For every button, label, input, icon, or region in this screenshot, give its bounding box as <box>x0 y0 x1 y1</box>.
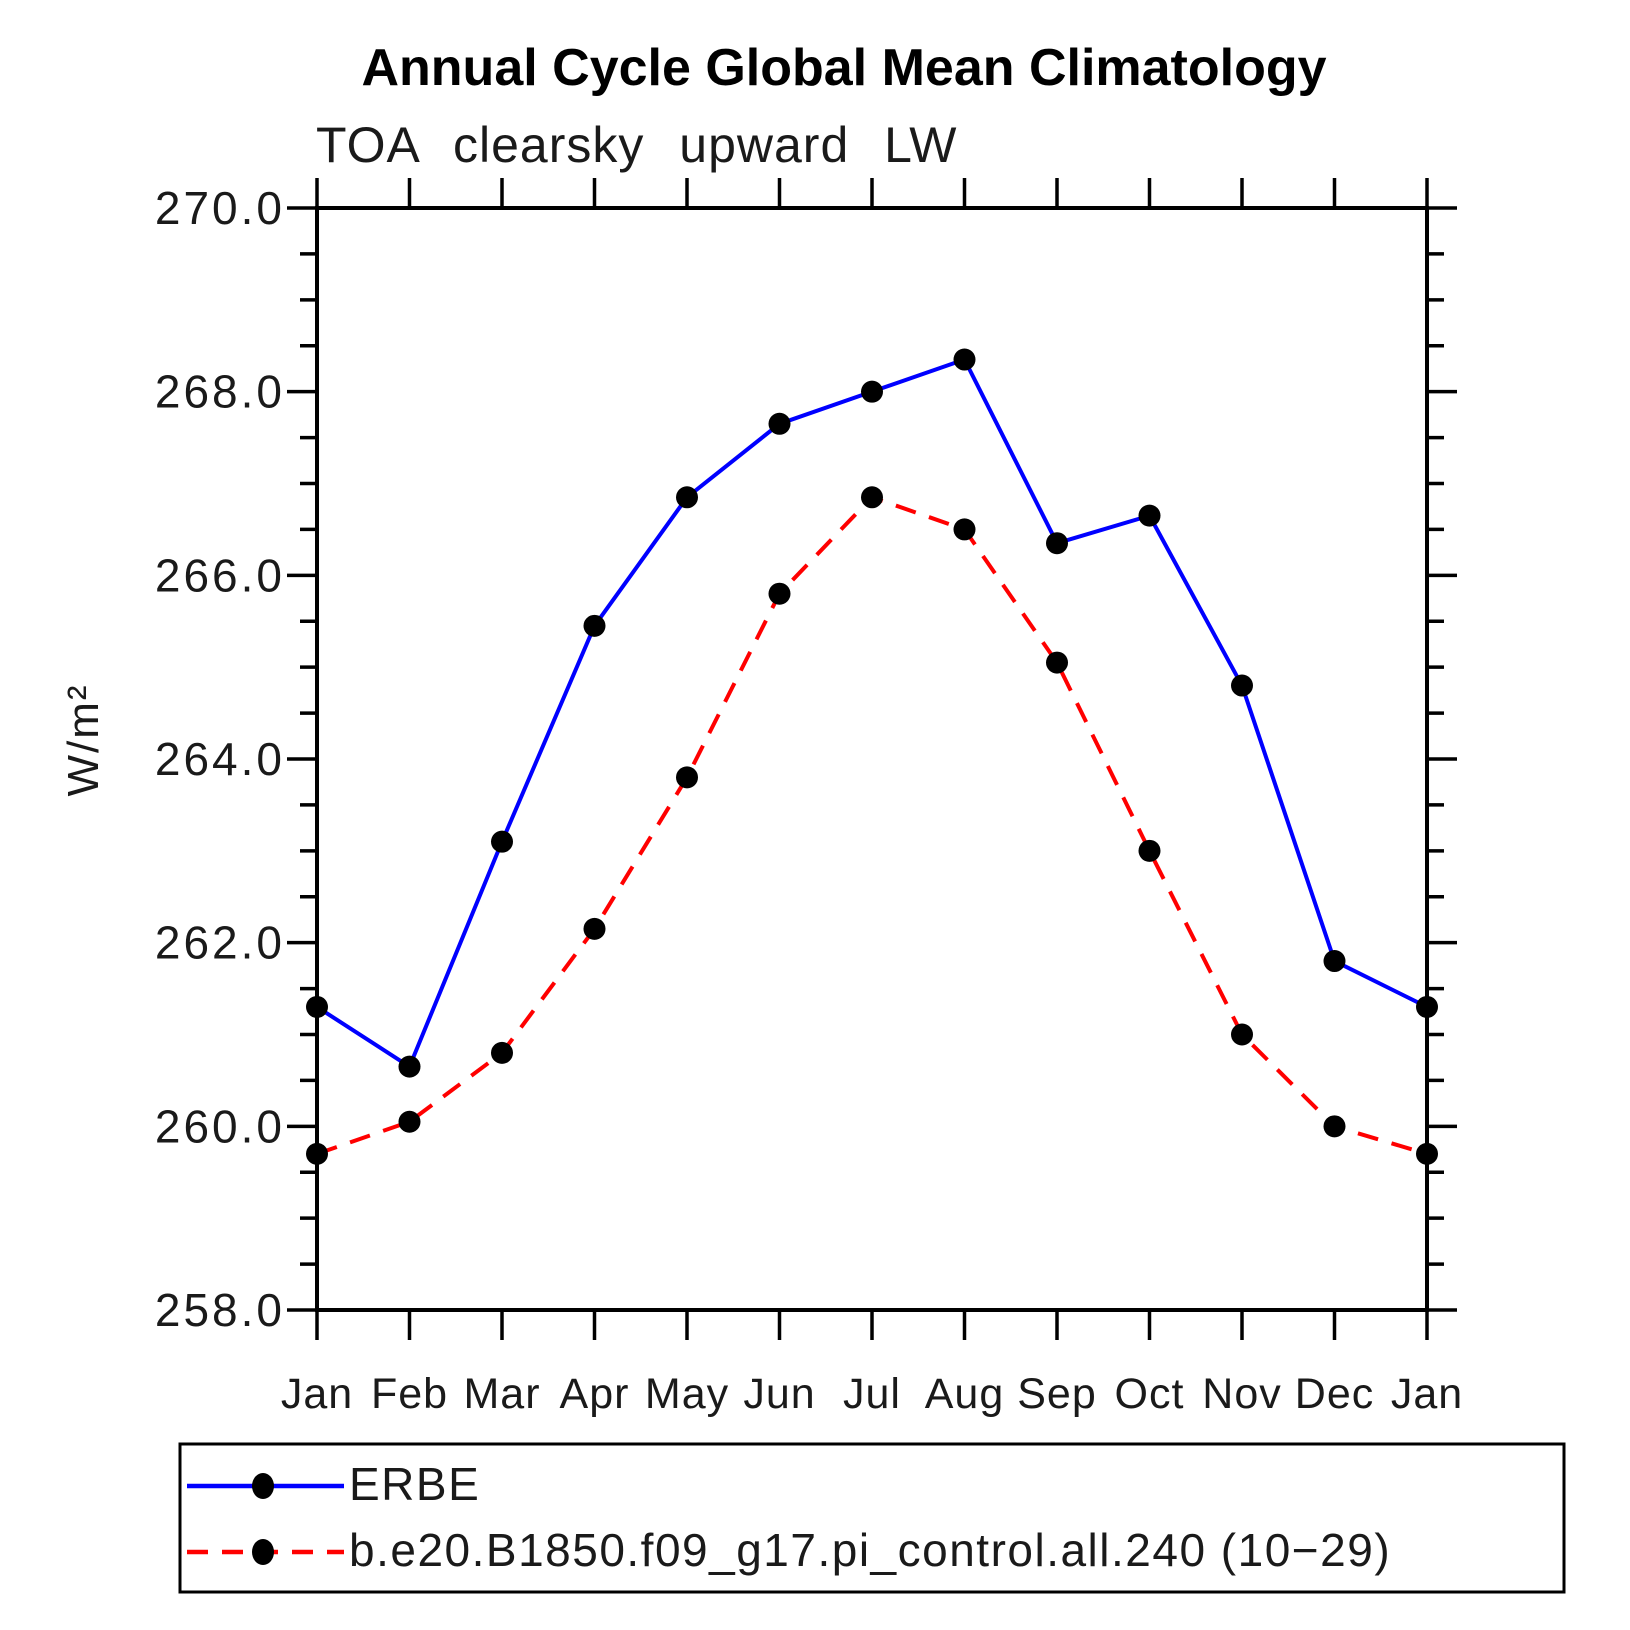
x-axis-tick-label: Nov <box>1202 1370 1281 1418</box>
model-data-point <box>1138 839 1161 862</box>
x-axis-tick-label: Sep <box>1017 1370 1097 1418</box>
y-axis-tick-label: 268.0 <box>155 366 285 418</box>
x-axis-tick-label: Jul <box>843 1370 901 1418</box>
y-axis-tick-label: 258.0 <box>155 1284 285 1336</box>
erbe-data-point <box>1323 950 1346 973</box>
model-data-point <box>1046 651 1068 674</box>
y-axis-tick-label: 260.0 <box>155 1100 285 1152</box>
erbe-data-point <box>398 1055 421 1078</box>
erbe-data-point <box>861 380 883 403</box>
x-axis-tick-label: May <box>645 1370 729 1418</box>
erbe-data-point <box>306 995 328 1018</box>
model-data-point <box>583 917 606 940</box>
y-axis-tick-label: 266.0 <box>155 549 285 601</box>
chart-title: Annual Cycle Global Mean Climatology <box>361 39 1327 97</box>
x-axis-tick-label: Aug <box>925 1370 1005 1418</box>
erbe-data-point <box>491 830 513 853</box>
legend-box <box>178 1442 1566 1594</box>
model-data-point <box>398 1110 421 1133</box>
y-axis-tick-label: 264.0 <box>155 733 285 785</box>
model-data-point <box>306 1142 328 1165</box>
y-axis-tick-label: 270.0 <box>155 182 285 234</box>
legend-marker-dot <box>252 1473 274 1499</box>
model-data-point <box>1416 1142 1438 1165</box>
plot-border <box>315 206 1429 1312</box>
legend-marker-dot <box>252 1539 274 1565</box>
model-series-line <box>316 495 1428 1156</box>
model-data-point <box>768 582 791 605</box>
x-axis-tick-label: Jun <box>743 1370 815 1418</box>
model-data-point <box>1323 1115 1346 1138</box>
y-axis-label: W/m² <box>59 683 108 797</box>
y-axis-tick-label: 262.0 <box>155 917 285 969</box>
erbe-data-point <box>676 486 698 509</box>
x-axis-tick-label: Dec <box>1295 1370 1374 1418</box>
model-data-point <box>491 1041 513 1064</box>
erbe-data-point <box>1231 674 1253 697</box>
model-data-point <box>953 518 976 541</box>
model-data-point <box>861 486 883 509</box>
model-data-point <box>1231 1023 1253 1046</box>
erbe-data-point <box>583 614 606 637</box>
erbe-data-point <box>1416 995 1438 1018</box>
legend-label-model: b.e20.B1850.f09_g17.pi_control.all.240 (… <box>349 1523 1392 1576</box>
chart-subtitle: TOA clearsky upward LW <box>316 117 958 173</box>
model-data-point <box>676 766 698 789</box>
erbe-data-point <box>768 412 791 435</box>
legend-label-erbe: ERBE <box>349 1457 481 1510</box>
x-axis-tick-label: Mar <box>463 1370 540 1418</box>
erbe-data-point <box>1046 532 1068 555</box>
x-axis-tick-label: Apr <box>560 1370 630 1418</box>
erbe-data-point <box>1138 504 1161 527</box>
erbe-series-line <box>315 357 1428 1069</box>
x-axis-tick-label: Jan <box>281 1370 353 1418</box>
x-axis-tick-label: Oct <box>1115 1370 1185 1418</box>
x-axis-tick-label: Feb <box>371 1370 448 1418</box>
erbe-data-point <box>953 348 976 371</box>
x-axis-tick-label: Jan <box>1391 1370 1463 1418</box>
